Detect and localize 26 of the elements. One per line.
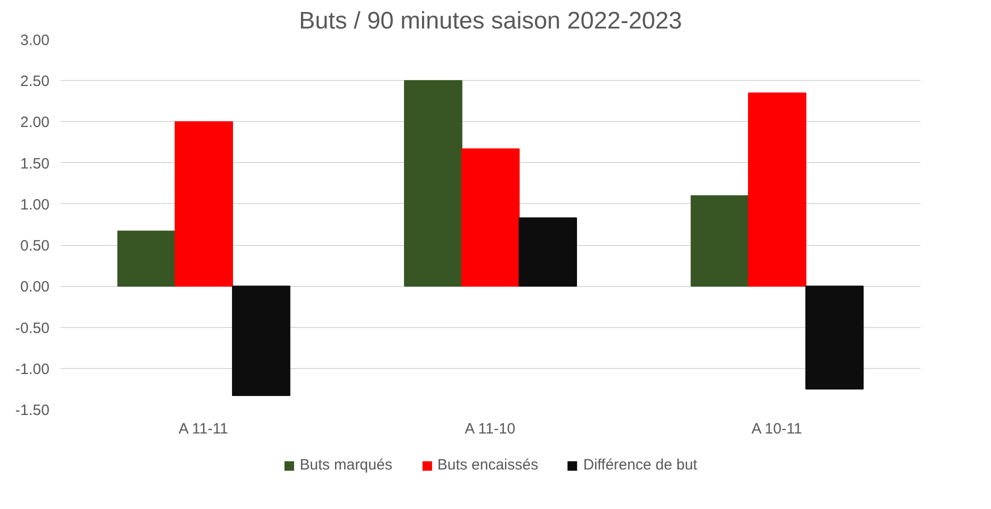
bar <box>117 230 176 287</box>
bar <box>461 148 520 287</box>
y-tick-label: -1.00 <box>15 360 50 378</box>
y-tick-label: -1.50 <box>15 402 50 419</box>
y-tick-label: 1.50 <box>20 155 50 172</box>
y-tick-label: 0.50 <box>20 238 50 255</box>
chart-title: Buts / 90 minutes saison 2022-2023 <box>299 8 682 34</box>
x-tick-label: A 10-11 <box>751 420 802 438</box>
y-tick-label: 1.00 <box>20 196 50 214</box>
bar <box>805 286 864 390</box>
bar <box>690 195 749 287</box>
y-tick-label: 0.00 <box>20 278 50 296</box>
y-tick-label: 2.00 <box>20 114 50 132</box>
bar <box>404 80 462 287</box>
legend-label: Buts marqués <box>300 456 392 474</box>
y-tick-label: 2.50 <box>20 73 50 90</box>
x-tick-label: A 11-11 <box>178 420 228 438</box>
legend-label: Différence de but <box>583 456 698 474</box>
bar <box>232 286 290 396</box>
legend-label: Buts encaissés <box>437 456 538 474</box>
bar <box>518 217 577 287</box>
bar <box>174 121 233 287</box>
y-tick-label: 3.00 <box>20 32 50 49</box>
x-tick-label: A 11-10 <box>464 420 516 438</box>
bar <box>748 92 806 287</box>
y-tick-label: -0.50 <box>15 320 50 337</box>
